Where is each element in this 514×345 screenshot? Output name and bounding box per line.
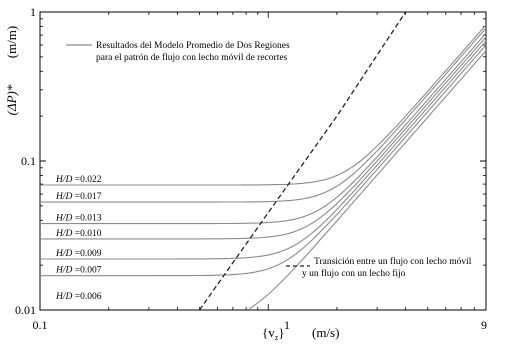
curve-label-prefix: H/D xyxy=(55,266,75,276)
x-axis-label: {vz} (m/s) xyxy=(262,325,339,342)
y-axis-label: (ΔP)* (m/m) xyxy=(4,26,19,116)
curve-label-prefix: H/D xyxy=(55,229,75,239)
legend-solid-text-1: Resultados del Modelo Promedio de Dos Re… xyxy=(96,41,290,51)
legend-solid-text-2: para el patrón de flujo con lecho móvil … xyxy=(96,52,288,63)
curve-label-prefix: H/D xyxy=(55,214,75,224)
legend-dashed-text-2: y un flujo con un lecho fijo xyxy=(302,268,406,279)
curve-label-value: =0.017 xyxy=(75,192,102,202)
curve-label-value: =0.007 xyxy=(75,266,102,276)
x-axis-units: (m/s) xyxy=(312,325,339,340)
series-line-1 xyxy=(40,24,487,186)
curve-label-3: H/D =0.013 xyxy=(55,214,102,224)
transition-dashed-line xyxy=(198,11,407,311)
y-tick-label-0.01: 0.01 xyxy=(15,303,36,317)
curve-label-value: =0.010 xyxy=(75,229,102,239)
curve-label-5: H/D =0.009 xyxy=(55,249,102,259)
plot-area xyxy=(39,11,487,311)
legend-solid: Resultados del Modelo Promedio de Dos Re… xyxy=(66,41,290,63)
curve-label-prefix: H/D xyxy=(55,175,75,185)
x-axis-label-close: } xyxy=(278,325,284,340)
series-line-7 xyxy=(248,50,487,310)
x-tick-label-9: 9 xyxy=(481,318,487,332)
svg-text:{vz}: {vz} xyxy=(262,325,285,342)
x-tick-label-0.1: 0.1 xyxy=(33,318,48,332)
series-line-3 xyxy=(40,32,487,225)
series-line-2 xyxy=(40,27,487,203)
y-axis-label-main: (ΔP)* xyxy=(4,84,19,115)
y-tick-label-0.1: 0.1 xyxy=(21,154,36,168)
series-line-4 xyxy=(40,36,487,240)
series-line-6 xyxy=(40,44,487,277)
curve-label-6: H/D =0.007 xyxy=(55,266,102,276)
curve-label-value: =0.022 xyxy=(75,175,102,185)
curve-label-prefix: H/D xyxy=(55,249,75,259)
series-layer xyxy=(40,24,487,310)
legend-dashed: Transición entre un flujo con lecho móvi… xyxy=(286,256,472,279)
curve-label-1: H/D =0.022 xyxy=(55,175,102,185)
series-line-5 xyxy=(40,40,487,260)
curve-label-prefix: H/D xyxy=(55,192,75,202)
x-axis-label-sub: z xyxy=(275,333,279,342)
curve-label-value: =0.013 xyxy=(75,214,102,224)
curve-label-prefix: H/D xyxy=(55,292,75,302)
curve-label-value: =0.009 xyxy=(75,249,102,259)
curve-label-2: H/D =0.017 xyxy=(55,192,102,202)
y-axis-units: (m/m) xyxy=(4,26,19,59)
legend-dashed-text-1: Transición entre un flujo con lecho móvi… xyxy=(314,256,472,267)
curve-label-7: H/D =0.006 xyxy=(55,292,102,302)
x-axis-label-main: {v xyxy=(262,325,275,340)
y-tick-label-1: 1 xyxy=(30,5,36,19)
x-tick-label-1: 1 xyxy=(284,318,290,332)
curve-label-4: H/D =0.010 xyxy=(55,229,102,239)
curve-label-value: =0.006 xyxy=(75,292,102,302)
axis-ticks xyxy=(39,11,487,311)
